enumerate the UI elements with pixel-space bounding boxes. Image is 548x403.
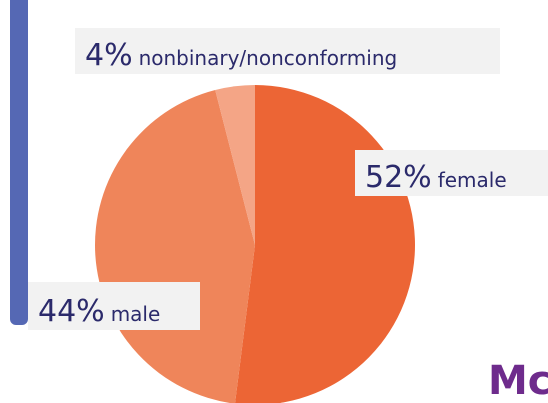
- slice-label: 44% male: [38, 294, 160, 329]
- slice-category: male: [111, 302, 161, 326]
- pie-slice: [215, 85, 255, 245]
- pie-slice: [235, 85, 416, 403]
- label-box: [75, 28, 500, 74]
- brand-text: Mc: [488, 358, 548, 403]
- label-box: [355, 150, 548, 196]
- slice-label: 52% female: [365, 160, 507, 195]
- slice-category: female: [438, 168, 507, 192]
- slice-value-label: 44%: [38, 294, 105, 329]
- label-box: [28, 282, 200, 330]
- slice-value-label: 4%: [85, 38, 133, 73]
- slice-label: 4% nonbinary/nonconforming: [85, 38, 397, 73]
- labels: 52% female 44% male 4% nonbinary/nonconformin…: [28, 28, 548, 330]
- pie: [95, 85, 416, 403]
- slice-value-label: 52%: [365, 160, 432, 195]
- slice-category: nonbinary/nonconforming: [139, 46, 398, 70]
- accent-bar: [10, 0, 28, 325]
